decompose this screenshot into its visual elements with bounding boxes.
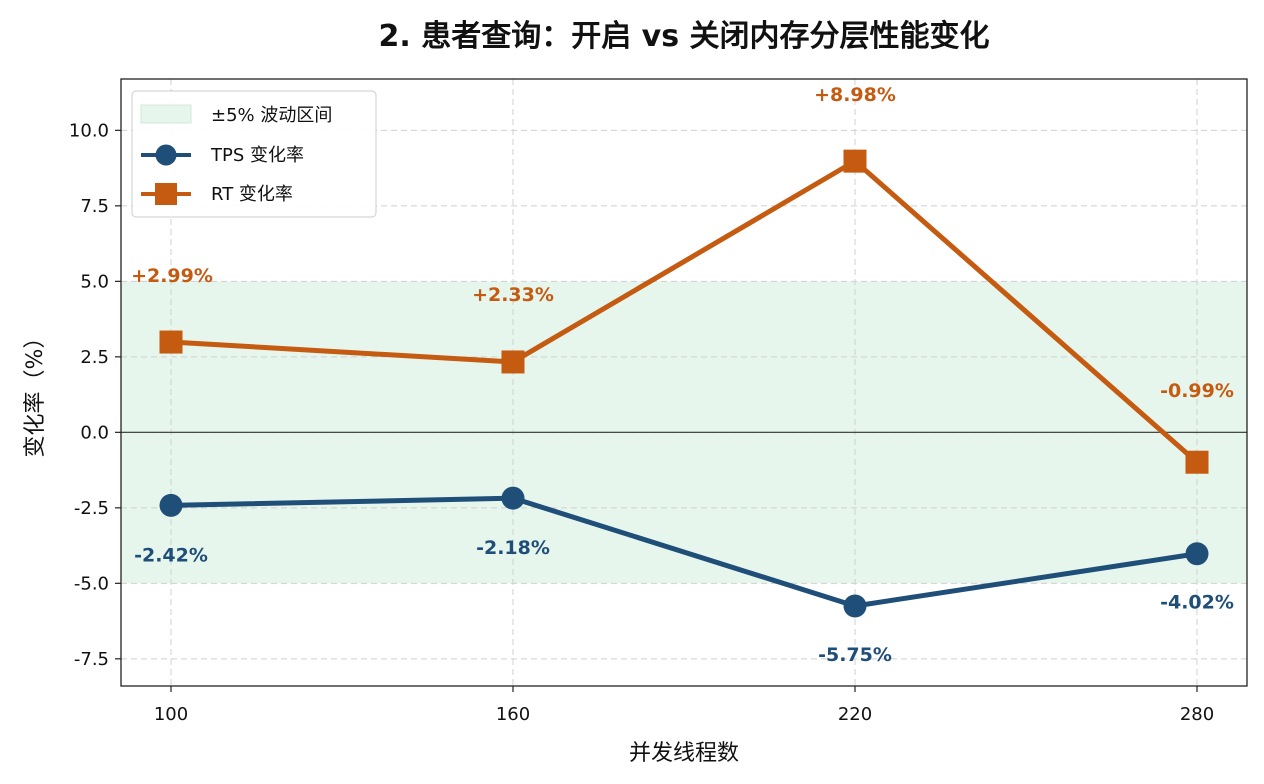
data-point-rt	[159, 330, 183, 354]
data-label-tps: -4.02%	[1160, 592, 1234, 614]
y-tick-label: -5.0	[74, 573, 109, 594]
y-tick-label: 10.0	[69, 120, 109, 141]
legend-rt-marker	[155, 183, 177, 205]
series-line-tps	[168, 495, 1200, 609]
x-tick-label: 220	[838, 704, 872, 725]
y-tick-label: -7.5	[74, 649, 109, 670]
data-point-tps	[501, 486, 525, 510]
chart-title: 2. 患者查询：开启 vs 关闭内存分层性能变化	[378, 19, 989, 54]
series-line-rt	[168, 158, 1200, 465]
y-tick-label: 2.5	[80, 347, 109, 368]
data-point-rt	[843, 149, 867, 173]
legend-tps-label: TPS 变化率	[210, 145, 304, 166]
data-point-tps	[159, 493, 183, 517]
data-point-tps	[1185, 542, 1209, 566]
data-label-tps: -2.42%	[134, 544, 208, 566]
data-point-rt	[501, 350, 525, 374]
data-label-rt: +8.98%	[814, 84, 896, 106]
x-tick-label: 280	[1180, 704, 1214, 725]
y-tick-label: 7.5	[80, 196, 109, 217]
legend-band-label: ±5% 波动区间	[211, 105, 332, 126]
y-tick-label: 5.0	[80, 271, 109, 292]
data-label-rt: +2.99%	[131, 265, 213, 287]
x-axis-label: 并发线程数	[629, 741, 739, 766]
data-label-rt: +2.33%	[472, 284, 554, 306]
data-point-rt	[1185, 450, 1209, 474]
data-label-rt: -0.99%	[1160, 380, 1234, 402]
y-axis-label: 变化率（%）	[23, 327, 48, 458]
y-tick-label: -2.5	[74, 498, 109, 519]
legend-tps-marker	[155, 144, 177, 166]
legend-frame	[131, 90, 377, 218]
legend: ±5% 波动区间 TPS 变化率 RT 变化率	[131, 90, 377, 218]
data-label-tps: -2.18%	[476, 537, 550, 559]
y-tick-label: 0.0	[80, 422, 109, 443]
legend-rt-label: RT 变化率	[211, 184, 293, 205]
data-point-tps	[843, 594, 867, 618]
x-tick-label: 160	[496, 704, 530, 725]
legend-band-swatch	[140, 104, 192, 124]
x-tick-label: 100	[154, 704, 188, 725]
plot-frame	[120, 78, 1248, 687]
data-label-tps: -5.75%	[818, 644, 892, 666]
